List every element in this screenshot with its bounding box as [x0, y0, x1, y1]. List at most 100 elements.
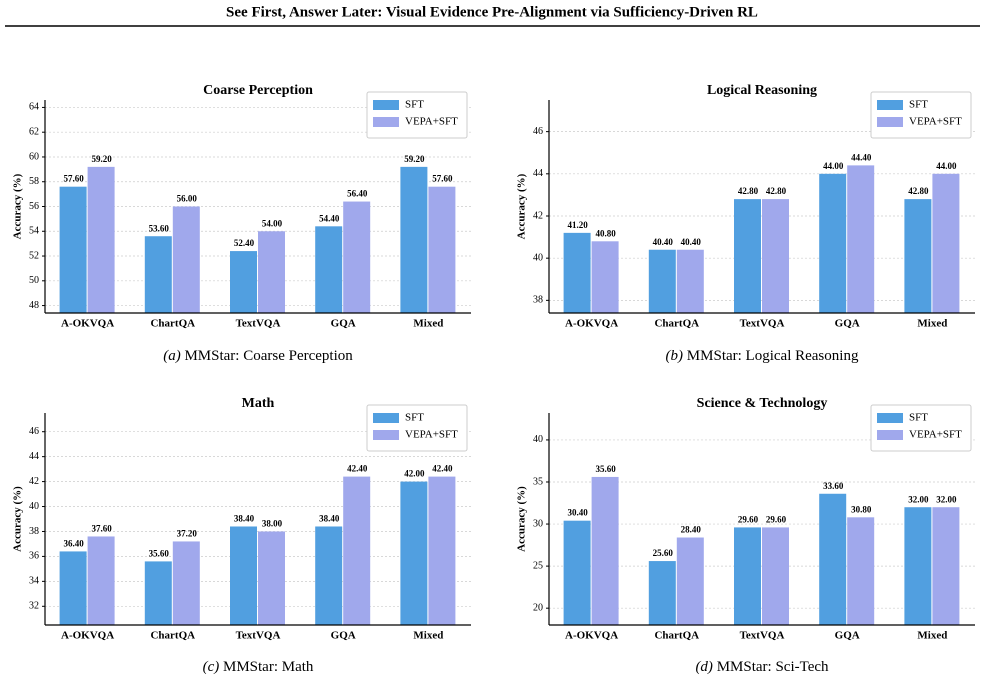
caption-text: MMStar: Math — [219, 659, 314, 675]
legend-label: VEPA+SFT — [405, 116, 458, 128]
chart-title: Science & Technology — [697, 396, 828, 411]
caption-label: (a) — [163, 348, 181, 364]
x-tick-label: Mixed — [413, 318, 443, 330]
x-tick-label: TextVQA — [236, 630, 281, 642]
x-tick-label: GQA — [835, 630, 860, 642]
value-label: 29.60 — [766, 514, 787, 524]
y-tick-label: 40 — [533, 434, 543, 445]
y-tick-label: 42 — [533, 210, 543, 221]
value-label: 32.00 — [908, 494, 929, 504]
value-label: 33.60 — [823, 481, 844, 491]
value-label: 29.60 — [738, 514, 759, 524]
y-tick-label: 46 — [29, 426, 39, 437]
x-tick-label: A-OKVQA — [61, 318, 114, 330]
value-label: 32.00 — [936, 494, 957, 504]
legend-swatch — [877, 430, 903, 440]
bar — [315, 526, 343, 625]
value-label: 38.40 — [234, 514, 255, 524]
value-label: 42.00 — [404, 469, 425, 479]
bar — [648, 249, 676, 313]
y-tick-label: 44 — [533, 168, 543, 179]
caption-label: (b) — [666, 348, 684, 364]
x-tick-label: GQA — [331, 630, 356, 642]
value-label: 30.80 — [851, 504, 872, 514]
value-label: 59.20 — [91, 154, 112, 164]
y-axis-label: Accuracy (%) — [516, 173, 528, 239]
bar — [144, 236, 172, 313]
bar — [904, 199, 932, 313]
value-label: 40.80 — [595, 228, 616, 238]
y-axis-label: Accuracy (%) — [12, 173, 24, 239]
bar — [400, 481, 428, 625]
bar — [847, 165, 875, 313]
value-label: 56.40 — [347, 189, 368, 199]
value-label: 42.40 — [432, 464, 453, 474]
y-tick-label: 42 — [29, 476, 39, 487]
bar — [591, 476, 619, 625]
legend-swatch — [877, 413, 903, 423]
value-label: 41.20 — [567, 220, 588, 230]
x-tick-label: Mixed — [413, 630, 443, 642]
caption-text: MMStar: Logical Reasoning — [683, 348, 859, 364]
y-tick-label: 46 — [533, 126, 543, 137]
caption-label: (d) — [695, 659, 713, 675]
y-tick-label: 40 — [533, 252, 543, 263]
value-label: 54.40 — [319, 213, 340, 223]
legend-label: VEPA+SFT — [405, 429, 458, 441]
bar — [932, 507, 960, 625]
caption: (b) MMStar: Logical Reasoning — [666, 348, 859, 364]
value-label: 36.40 — [63, 538, 84, 548]
value-label: 42.80 — [908, 186, 929, 196]
y-tick-label: 25 — [533, 560, 543, 571]
value-label: 44.00 — [823, 161, 844, 171]
legend-swatch — [373, 117, 399, 127]
legend-label: SFT — [909, 412, 928, 424]
legend-label: VEPA+SFT — [909, 116, 962, 128]
y-tick-label: 56 — [29, 201, 39, 212]
x-tick-label: A-OKVQA — [565, 318, 618, 330]
bar — [762, 527, 789, 625]
value-label: 54.00 — [262, 218, 283, 228]
y-tick-label: 50 — [29, 275, 39, 286]
caption-text: MMStar: Sci-Tech — [713, 659, 829, 675]
x-tick-label: GQA — [331, 318, 356, 330]
value-label: 59.20 — [404, 154, 425, 164]
value-label: 42.80 — [738, 186, 759, 196]
bar — [258, 231, 285, 313]
bar — [428, 186, 456, 313]
value-label: 30.40 — [567, 508, 588, 518]
value-label: 52.40 — [234, 238, 255, 248]
bar — [172, 541, 200, 625]
x-tick-label: GQA — [835, 318, 860, 330]
y-tick-label: 64 — [29, 102, 39, 113]
bar — [87, 536, 115, 625]
bar — [144, 561, 172, 625]
bar — [343, 201, 371, 313]
y-tick-label: 30 — [533, 518, 543, 529]
legend-label: VEPA+SFT — [909, 429, 962, 441]
x-tick-label: ChartQA — [654, 318, 699, 330]
value-label: 35.60 — [595, 464, 616, 474]
bar — [428, 476, 456, 625]
bar — [591, 241, 619, 313]
value-label: 57.60 — [63, 174, 84, 184]
value-label: 40.40 — [653, 237, 674, 247]
y-tick-label: 44 — [29, 451, 39, 462]
legend-label: SFT — [405, 412, 424, 424]
bar — [762, 199, 789, 313]
value-label: 53.60 — [149, 223, 170, 233]
y-tick-label: 20 — [533, 602, 543, 613]
y-tick-label: 32 — [29, 601, 39, 612]
legend-swatch — [877, 117, 903, 127]
y-tick-label: 40 — [29, 501, 39, 512]
legend-swatch — [373, 100, 399, 110]
value-label: 37.20 — [177, 529, 198, 539]
x-tick-label: A-OKVQA — [565, 630, 618, 642]
y-tick-label: 58 — [29, 176, 39, 187]
x-tick-label: TextVQA — [236, 318, 281, 330]
y-tick-label: 60 — [29, 151, 39, 162]
y-tick-label: 35 — [533, 476, 543, 487]
bar — [563, 520, 591, 625]
value-label: 40.40 — [681, 237, 702, 247]
y-tick-label: 38 — [533, 295, 543, 306]
